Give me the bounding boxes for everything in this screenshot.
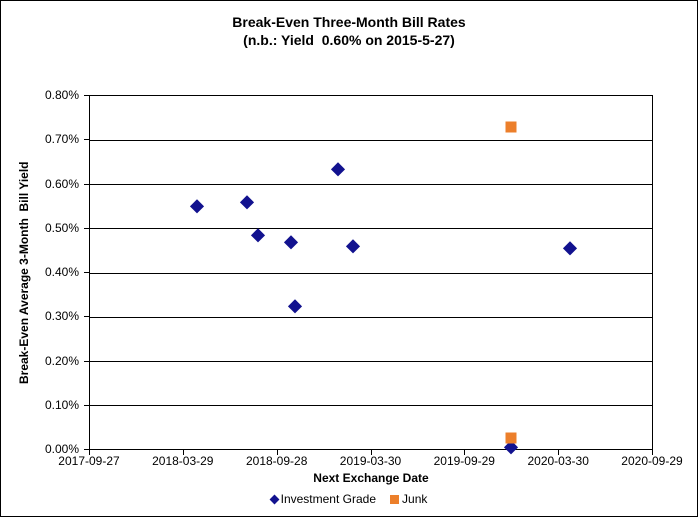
data-point-junk bbox=[505, 121, 517, 133]
h-gridline bbox=[90, 316, 652, 318]
legend: Investment Grade Junk bbox=[1, 492, 697, 506]
legend-item: Junk bbox=[390, 492, 427, 506]
y-tick-label: 0.80% bbox=[44, 88, 79, 102]
h-gridline bbox=[90, 140, 652, 142]
x-tick-label: 2019-09-29 bbox=[433, 454, 495, 468]
legend-item: Investment Grade bbox=[269, 492, 377, 506]
x-axis-title: Next Exchange Date bbox=[313, 471, 429, 485]
legend-label: Junk bbox=[402, 492, 428, 506]
data-point-investment-grade bbox=[563, 241, 577, 255]
y-tick-label: 0.00% bbox=[44, 442, 79, 456]
x-tick-label: 2020-03-30 bbox=[527, 454, 589, 468]
y-tick-label: 0.40% bbox=[44, 265, 79, 279]
y-tick-label: 0.30% bbox=[44, 309, 79, 324]
y-tick-label: 0.60% bbox=[44, 176, 79, 191]
data-point-junk bbox=[505, 432, 517, 444]
x-tick-label: 2018-03-29 bbox=[152, 454, 214, 468]
y-tick-mark bbox=[84, 316, 89, 318]
y-tick-mark bbox=[84, 227, 89, 229]
chart-subtitle: (n.b.: Yield 0.60% on 2015-5-27) bbox=[243, 32, 455, 48]
y-tick-label: 0.20% bbox=[44, 353, 79, 368]
h-gridline bbox=[90, 272, 652, 274]
y-tick-label: 0.10% bbox=[44, 397, 79, 412]
data-point-investment-grade bbox=[345, 239, 360, 253]
data-point-investment-grade bbox=[251, 228, 265, 242]
x-tick-label: 2020-09-29 bbox=[621, 454, 683, 468]
y-tick-mark bbox=[84, 95, 89, 96]
h-gridline bbox=[90, 228, 652, 230]
x-tick-mark bbox=[652, 449, 653, 455]
y-tick-label: 0.70% bbox=[44, 132, 79, 147]
y-tick-mark bbox=[84, 404, 89, 406]
x-tick-mark bbox=[89, 449, 90, 455]
x-tick-mark bbox=[276, 449, 278, 455]
plot-area bbox=[89, 95, 653, 454]
x-tick-mark bbox=[182, 449, 184, 455]
y-tick-mark bbox=[84, 139, 89, 141]
data-point-investment-grade bbox=[330, 162, 345, 176]
x-tick-label: 2018-09-28 bbox=[245, 454, 308, 468]
x-tick-mark bbox=[464, 449, 466, 455]
y-tick-mark bbox=[84, 272, 89, 273]
legend-label: Investment Grade bbox=[280, 492, 377, 506]
y-tick-label: 0.50% bbox=[44, 220, 79, 235]
square-icon bbox=[390, 494, 400, 504]
x-tick-label: 2019-03-30 bbox=[339, 454, 402, 468]
data-point-investment-grade bbox=[287, 298, 302, 313]
diamond-icon bbox=[269, 494, 280, 504]
y-tick-mark bbox=[84, 183, 89, 185]
x-tick-label: 2017-09-27 bbox=[58, 454, 120, 468]
y-tick-mark bbox=[84, 360, 89, 362]
chart-title: Break-Even Three-Month Bill Rates bbox=[232, 14, 466, 30]
y-tick-mark bbox=[84, 449, 89, 450]
data-point-investment-grade bbox=[283, 234, 298, 249]
x-tick-mark bbox=[558, 449, 560, 455]
h-gridline bbox=[90, 404, 652, 406]
data-point-investment-grade bbox=[189, 199, 204, 214]
x-tick-mark bbox=[370, 449, 372, 455]
h-gridline bbox=[90, 360, 652, 362]
data-point-investment-grade bbox=[240, 195, 254, 209]
h-gridline bbox=[90, 184, 652, 186]
